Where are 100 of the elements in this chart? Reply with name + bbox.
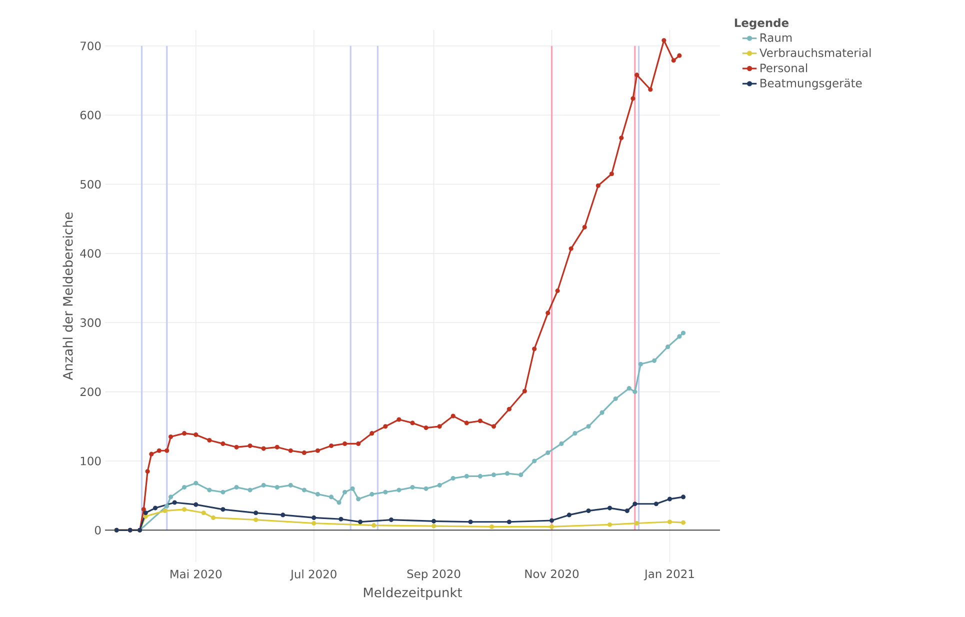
point bbox=[424, 486, 428, 491]
point bbox=[220, 441, 226, 446]
point bbox=[254, 518, 258, 522]
point bbox=[383, 424, 388, 429]
point bbox=[410, 484, 415, 490]
point bbox=[152, 506, 158, 510]
point bbox=[677, 53, 682, 58]
point bbox=[667, 520, 672, 524]
point bbox=[634, 520, 640, 526]
point bbox=[671, 58, 676, 63]
point bbox=[504, 471, 510, 476]
point bbox=[261, 482, 266, 488]
point bbox=[156, 448, 162, 453]
y-tick-label: 400 bbox=[80, 249, 101, 258]
point bbox=[478, 418, 482, 424]
point bbox=[677, 334, 682, 339]
point bbox=[356, 441, 361, 446]
point bbox=[168, 434, 174, 440]
point bbox=[431, 518, 436, 524]
point bbox=[638, 362, 644, 366]
point bbox=[490, 524, 494, 530]
point bbox=[350, 486, 355, 491]
point bbox=[342, 490, 348, 494]
point bbox=[312, 515, 316, 520]
point bbox=[522, 388, 527, 394]
x-tick-label: Nov 2020 bbox=[525, 570, 579, 578]
point bbox=[662, 38, 666, 43]
legend-label: Raum bbox=[760, 33, 792, 42]
point bbox=[288, 482, 293, 488]
point bbox=[549, 518, 554, 523]
point bbox=[254, 510, 258, 516]
x-axis-title: Meldezeitpunkt bbox=[364, 587, 462, 600]
point bbox=[607, 506, 612, 510]
point bbox=[383, 490, 388, 494]
point bbox=[532, 346, 537, 352]
point bbox=[532, 458, 537, 464]
point bbox=[143, 514, 148, 519]
point bbox=[302, 450, 306, 455]
point bbox=[168, 494, 174, 500]
point bbox=[280, 512, 286, 518]
point bbox=[680, 330, 686, 336]
point bbox=[586, 424, 591, 429]
point bbox=[288, 448, 293, 453]
point bbox=[234, 444, 239, 450]
point bbox=[437, 482, 442, 488]
x-tick-label: Jul 2020 bbox=[290, 570, 336, 581]
point bbox=[609, 172, 614, 176]
point bbox=[559, 441, 564, 446]
point bbox=[143, 510, 148, 516]
point bbox=[424, 425, 428, 430]
point bbox=[328, 494, 334, 500]
point bbox=[201, 510, 206, 516]
point bbox=[194, 502, 198, 507]
point bbox=[572, 431, 578, 436]
point bbox=[630, 96, 636, 101]
point bbox=[518, 472, 524, 478]
y-tick-label: 300 bbox=[80, 318, 101, 327]
point bbox=[356, 496, 361, 502]
point bbox=[468, 520, 473, 524]
point bbox=[506, 406, 512, 412]
point bbox=[652, 358, 657, 363]
y-tick-label: 200 bbox=[80, 387, 101, 396]
point bbox=[274, 484, 280, 490]
point bbox=[194, 432, 198, 437]
point bbox=[312, 520, 316, 526]
point bbox=[667, 496, 672, 502]
x-tick-label: Jan 2021 bbox=[644, 570, 694, 580]
point bbox=[220, 507, 226, 512]
point bbox=[172, 500, 177, 505]
point bbox=[680, 494, 686, 500]
point bbox=[464, 474, 469, 479]
point bbox=[234, 484, 239, 490]
point bbox=[211, 515, 216, 520]
point bbox=[149, 452, 154, 456]
point bbox=[596, 183, 600, 188]
point bbox=[396, 417, 402, 422]
point bbox=[396, 488, 402, 492]
point bbox=[555, 288, 560, 294]
point bbox=[568, 246, 574, 251]
point bbox=[141, 507, 146, 512]
y-tick-label: 100 bbox=[80, 456, 101, 466]
point bbox=[582, 224, 587, 230]
point bbox=[506, 520, 512, 524]
point bbox=[338, 516, 344, 522]
legend-label: Verbrauchsmaterial bbox=[760, 48, 871, 58]
point bbox=[626, 386, 632, 391]
point bbox=[491, 424, 496, 429]
legend-label: Beatmungsgeräte bbox=[760, 78, 862, 90]
y-tick-label: 0 bbox=[94, 526, 101, 535]
point bbox=[162, 508, 168, 514]
point bbox=[342, 441, 348, 446]
point bbox=[145, 469, 150, 474]
point bbox=[648, 87, 653, 92]
point bbox=[546, 310, 550, 316]
point bbox=[632, 390, 638, 394]
y-tick-label: 600 bbox=[80, 110, 101, 120]
point bbox=[549, 524, 554, 530]
point bbox=[619, 136, 624, 140]
point bbox=[194, 480, 198, 486]
point bbox=[315, 492, 320, 496]
